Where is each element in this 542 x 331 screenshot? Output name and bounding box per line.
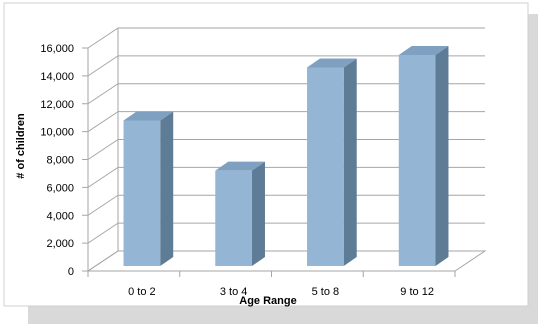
gridline-side: [87, 111, 119, 133]
x-axis-title: Age Range: [239, 295, 296, 307]
bar-side: [343, 58, 357, 267]
y-tick-label: 2,000: [46, 238, 74, 250]
x-tick-label: 9 to 12: [400, 286, 434, 298]
bar-side: [435, 45, 449, 266]
y-tick-label: 6,000: [46, 182, 74, 194]
tick-labels: 0 2,000 4,000 6,000 8,000 10,000 12,000 14,000 1…: [40, 43, 434, 298]
floor-plane: [86, 250, 487, 272]
bar: [398, 54, 436, 266]
y-tick-label: 8,000: [46, 155, 74, 167]
bar-top: [307, 58, 357, 68]
gridline-side: [87, 166, 119, 188]
bar: [307, 67, 344, 266]
gridline-side: [87, 139, 119, 160]
x-tick-label: 3 to 4: [220, 286, 248, 298]
y-tick-label: 14,000: [40, 71, 74, 83]
gridline-side: [87, 27, 119, 49]
bar: [123, 120, 161, 266]
axes: [82, 28, 487, 277]
y-tick-label: 16,000: [40, 43, 74, 55]
bar-side: [251, 161, 265, 266]
gridline-side: [87, 194, 119, 216]
bar-side: [160, 111, 174, 266]
bar-top: [398, 45, 449, 55]
gridline-side: [87, 55, 119, 77]
y-tick-label: 4,000: [46, 210, 74, 222]
bar: [215, 170, 252, 266]
gridline-side: [87, 83, 119, 105]
y-tick-label: 10,000: [40, 127, 74, 139]
gridline-side: [87, 222, 119, 244]
bars: [123, 45, 449, 267]
bar-top: [215, 161, 265, 171]
y-tick-label: 12,000: [40, 99, 74, 111]
y-axis-title: # of children: [15, 113, 27, 179]
x-tick-label: 5 to 8: [312, 286, 340, 298]
bar-top: [123, 111, 174, 121]
y-tick-label: 0: [68, 266, 74, 278]
x-tick-label: 0 to 2: [128, 286, 156, 298]
